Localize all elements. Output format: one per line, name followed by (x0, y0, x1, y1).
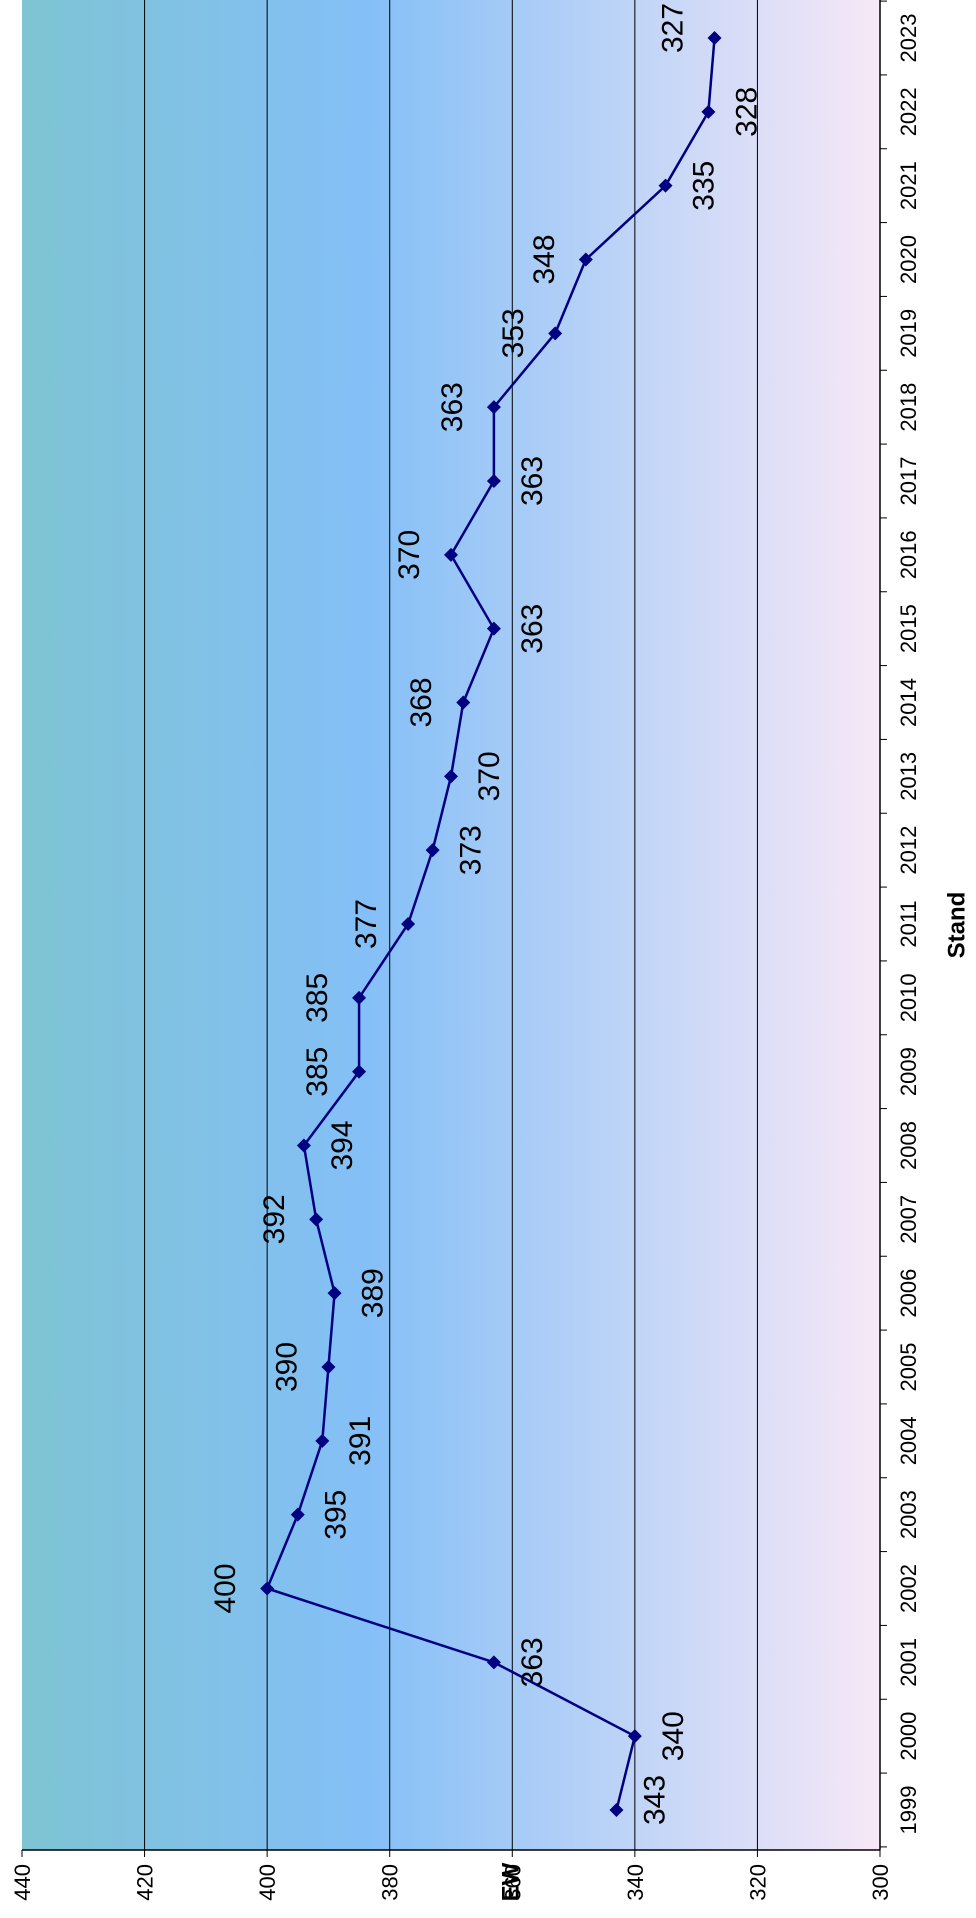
category-tick-label: 2015 (896, 604, 921, 653)
y-axis-title: EW (498, 1862, 525, 1901)
data-label: 373 (455, 825, 488, 875)
data-label: 394 (326, 1120, 359, 1170)
data-point (486, 1655, 501, 1670)
data-point (321, 1360, 336, 1374)
data-point (627, 1729, 642, 1744)
category-tick-label: 2011 (896, 900, 921, 947)
data-label: 363 (516, 1637, 549, 1687)
data-label: 385 (301, 973, 334, 1023)
value-tick-label: 440 (10, 1864, 35, 1901)
category-tick-label: 2000 (896, 1712, 921, 1761)
data-point (352, 990, 367, 1005)
value-tick-label: 360 (500, 1864, 525, 1901)
data-label: 328 (730, 87, 763, 137)
value-tick-label: 300 (868, 1864, 893, 1901)
category-tick-label: 2007 (896, 1195, 921, 1244)
data-label: 335 (687, 161, 720, 211)
data-label: 340 (657, 1711, 690, 1761)
data-label: 370 (393, 530, 426, 580)
category-tick-label: 1999 (896, 1786, 921, 1835)
data-label: 377 (350, 899, 383, 949)
data-point (456, 695, 471, 710)
value-tick-label: 340 (623, 1864, 648, 1901)
data-label: 363 (516, 456, 549, 506)
value-tick-label: 400 (255, 1864, 280, 1901)
category-tick-label: 2016 (896, 530, 921, 579)
data-label: 392 (258, 1194, 291, 1244)
data-point (609, 1803, 624, 1817)
category-tick-label: 2012 (896, 826, 921, 875)
data-label: 390 (270, 1342, 303, 1392)
data-label: 389 (356, 1268, 389, 1318)
data-point (548, 326, 563, 341)
category-tick-label: 2020 (896, 235, 921, 284)
data-label: 363 (436, 382, 469, 432)
data-point (296, 1138, 311, 1153)
data-point (425, 843, 440, 858)
plot-background (22, 0, 880, 1850)
data-label: 327 (656, 3, 689, 53)
data-label: 370 (473, 751, 506, 801)
category-tick-label: 2018 (896, 383, 921, 432)
axes: 300 320 340 360 380 400 420 440 1999 2000 2001 2002… (10, 0, 921, 1901)
category-tick-label: 2019 (896, 309, 921, 358)
data-point (486, 621, 501, 636)
data-point (486, 474, 501, 488)
data-label: 363 (516, 604, 549, 654)
data-point (658, 178, 673, 193)
data-point (444, 547, 458, 562)
data-point (315, 1433, 330, 1448)
category-tick-label: 2008 (896, 1121, 921, 1170)
category-tick-label: 2021 (896, 161, 921, 210)
data-point (290, 1507, 305, 1522)
category-tick-label: 2013 (896, 752, 921, 801)
data-label: 343 (638, 1775, 671, 1825)
data-point (486, 400, 501, 415)
category-tick-label: 2004 (896, 1416, 921, 1465)
grid-lines (144, 0, 758, 1850)
category-tick-label: 2002 (896, 1564, 921, 1613)
category-tick-label: 2017 (896, 457, 921, 506)
category-tick-label: 2009 (896, 1047, 921, 1096)
category-tick-label: 2023 (896, 14, 921, 63)
data-label: 348 (528, 234, 561, 284)
data-point (260, 1581, 275, 1596)
category-tick-label: 2022 (896, 87, 921, 136)
data-labels: 343 340 363 400 395 391 390 389 392 394 385 385 377 3… (209, 3, 763, 1825)
data-point (327, 1286, 342, 1301)
category-tick-label: 2005 (896, 1343, 921, 1392)
data-point (401, 917, 416, 931)
data-point (707, 31, 722, 45)
data-label: 368 (405, 677, 438, 727)
data-point (309, 1212, 324, 1227)
data-label: 400 (209, 1563, 242, 1613)
x-axis-title: Stand (943, 892, 970, 959)
value-tick-label: 320 (745, 1864, 770, 1901)
data-label: 395 (320, 1490, 353, 1540)
series-ew (260, 31, 722, 1817)
value-tick-label: 420 (133, 1864, 158, 1901)
category-tick-label: 2001 (896, 1638, 921, 1687)
category-tick-label: 2006 (896, 1269, 921, 1318)
data-point (701, 104, 716, 119)
data-point (444, 769, 458, 784)
category-tick-label: 2003 (896, 1490, 921, 1539)
category-tick-label: 2010 (896, 973, 921, 1022)
category-tick-label: 2014 (896, 678, 921, 727)
data-label: 385 (301, 1047, 334, 1097)
data-point (352, 1064, 367, 1079)
data-label: 391 (344, 1416, 377, 1466)
data-point (578, 252, 593, 267)
value-tick-label: 380 (378, 1864, 403, 1901)
data-label: 353 (497, 308, 530, 358)
